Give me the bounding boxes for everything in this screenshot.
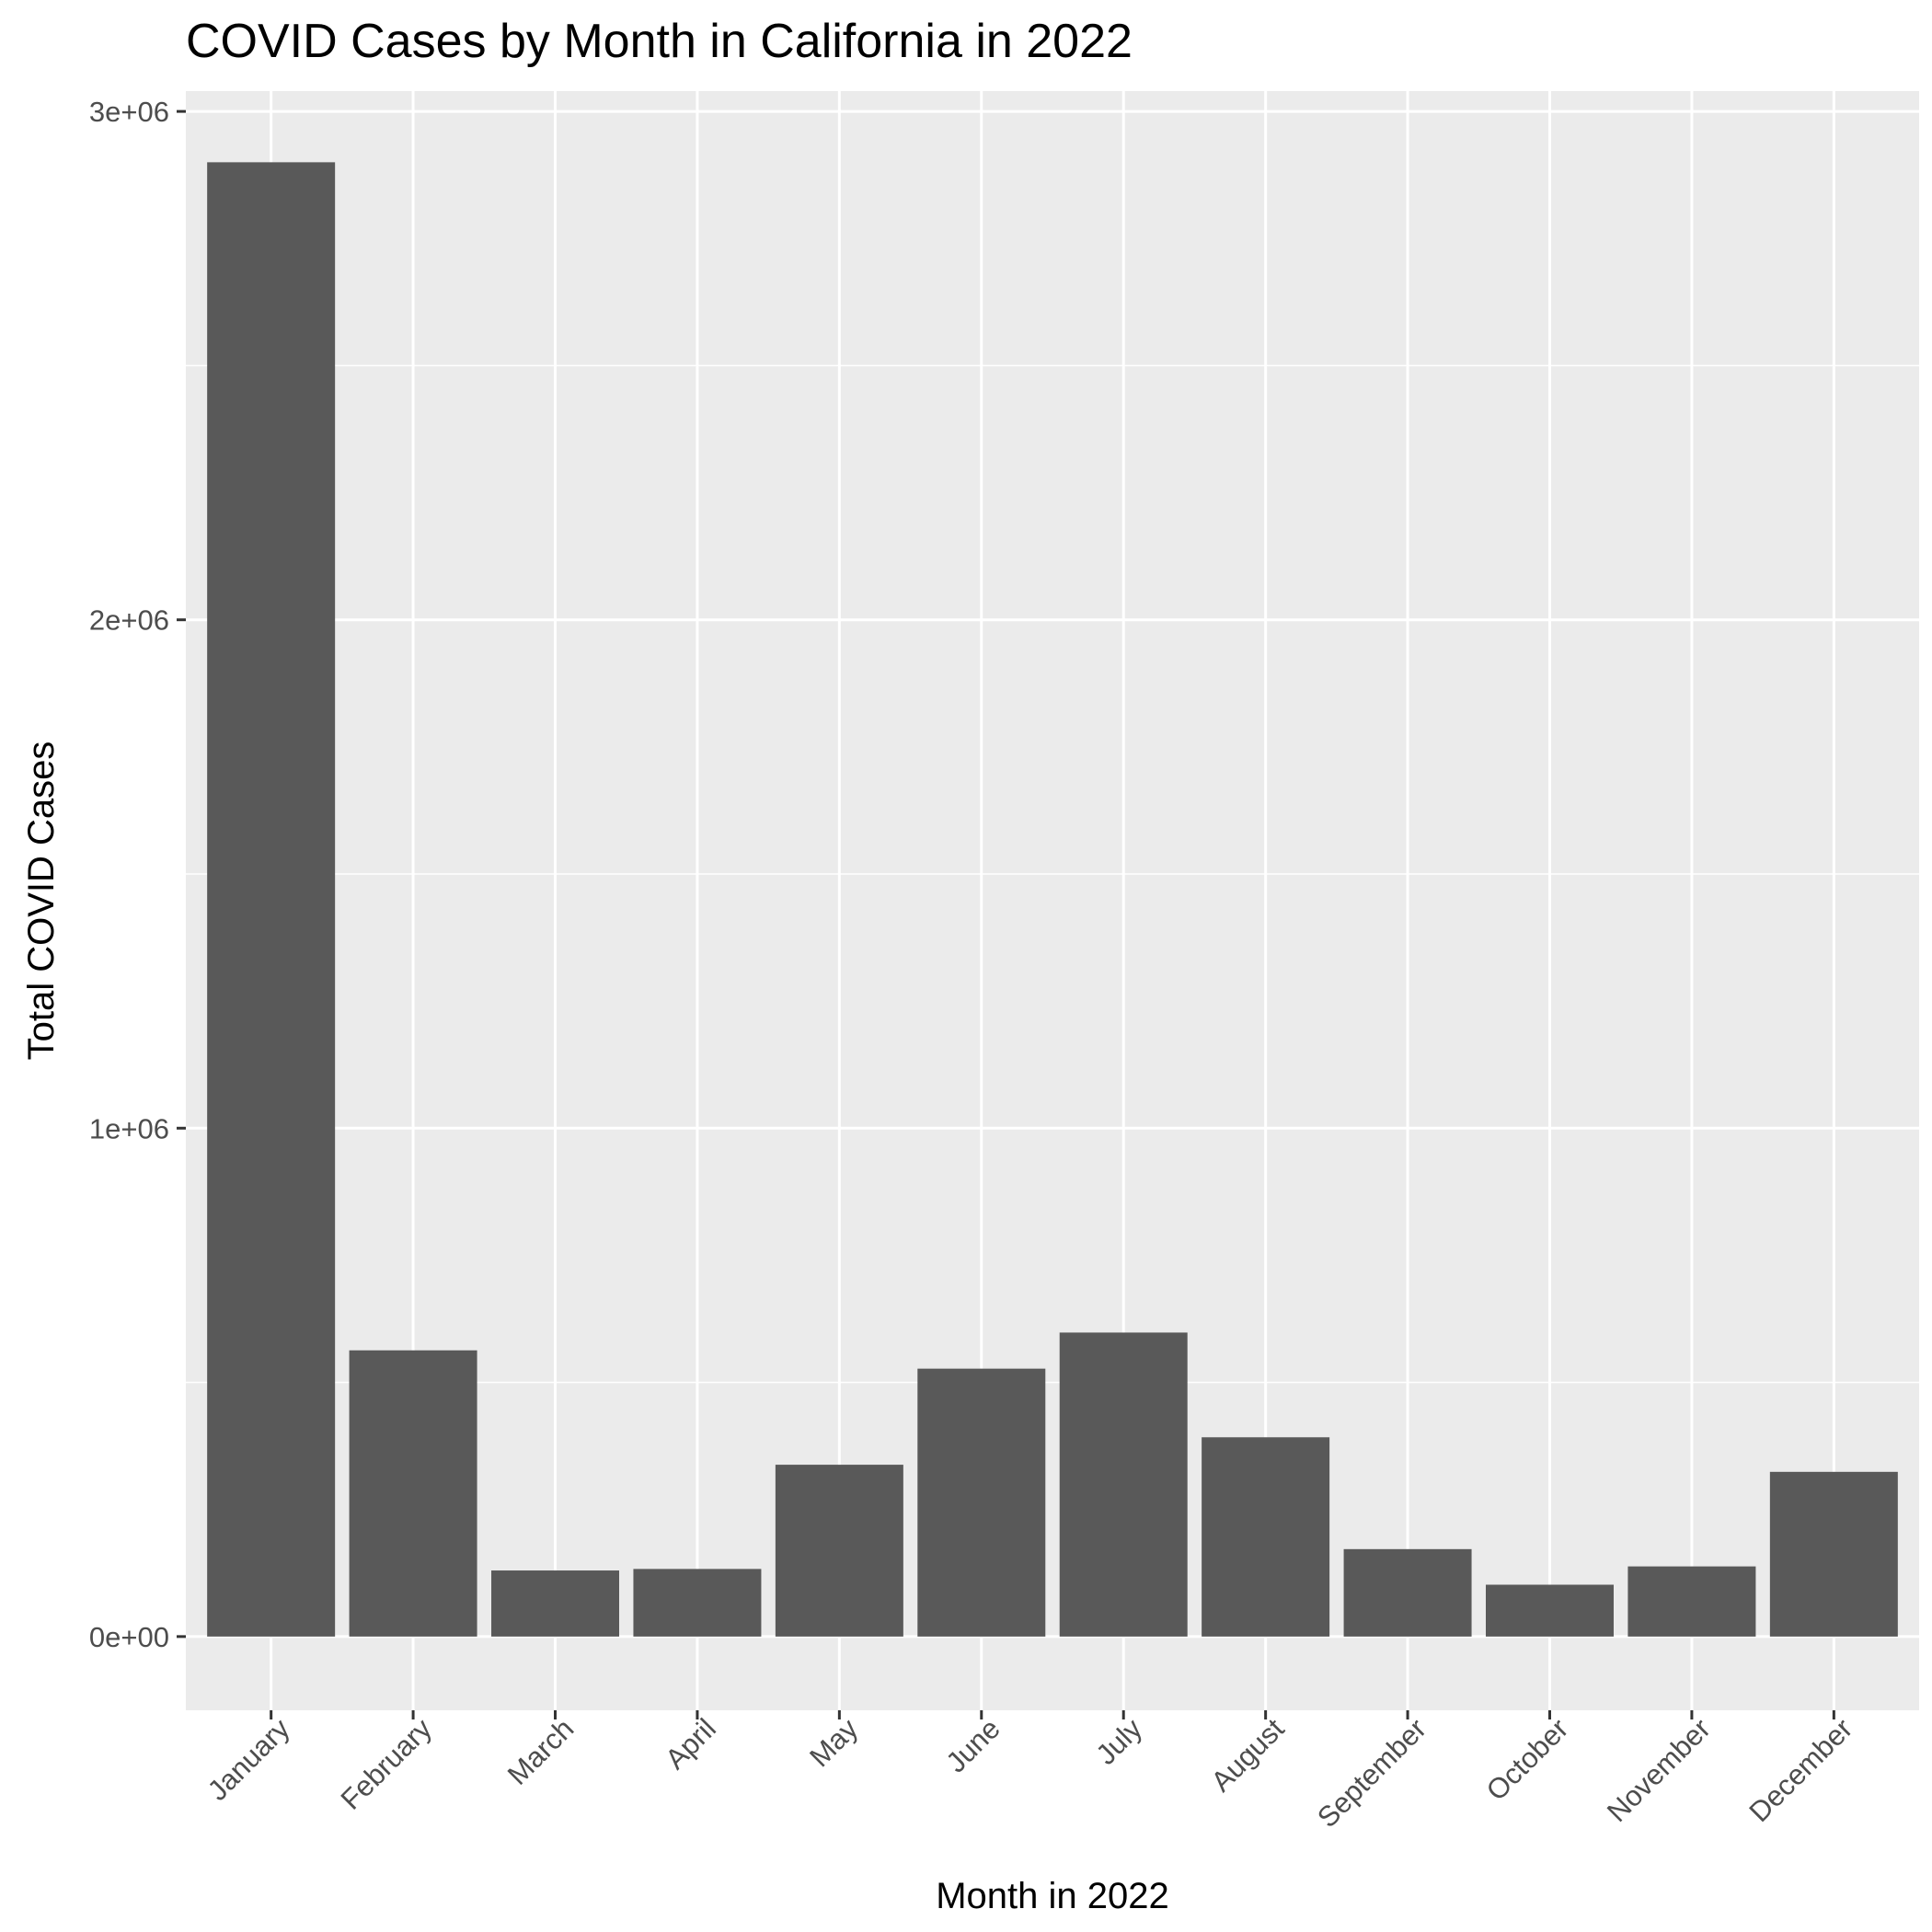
x-axis: January February March April May June July Augu… <box>201 1710 1858 1834</box>
bar-march <box>491 1570 619 1637</box>
bar-january <box>207 162 336 1637</box>
y-tick-label: 1e+06 <box>89 1112 169 1144</box>
x-tick-label: July <box>1089 1712 1148 1771</box>
y-axis-title: Total COVID Cases <box>21 742 62 1061</box>
x-tick-label: September <box>1311 1712 1432 1834</box>
x-tick-label: December <box>1742 1712 1858 1828</box>
x-tick-label: November <box>1601 1712 1717 1828</box>
y-tick-label: 2e+06 <box>89 604 169 637</box>
x-tick-label: February <box>335 1712 439 1816</box>
x-axis-title: Month in 2022 <box>936 1876 1169 1916</box>
chart-title: COVID Cases by Month in California in 20… <box>186 15 1133 68</box>
x-tick-label: March <box>501 1712 581 1791</box>
bar-august <box>1202 1437 1330 1637</box>
x-tick-label: January <box>201 1712 296 1807</box>
bar-december <box>1769 1471 1898 1637</box>
bars <box>207 162 1898 1637</box>
bar-june <box>917 1368 1046 1637</box>
x-tick-label: May <box>803 1712 865 1774</box>
x-tick-label: June <box>939 1712 1006 1778</box>
bar-october <box>1486 1584 1614 1637</box>
bar-july <box>1059 1332 1188 1637</box>
bar-may <box>775 1465 903 1637</box>
bar-september <box>1343 1548 1472 1637</box>
bar-april <box>633 1569 762 1637</box>
x-tick-label: April <box>659 1712 722 1776</box>
bar-february <box>349 1350 477 1637</box>
y-tick-label: 3e+06 <box>89 96 169 128</box>
y-axis: 0e+00 1e+06 2e+06 3e+06 <box>89 96 186 1653</box>
x-tick-label: August <box>1205 1712 1291 1798</box>
y-tick-label: 0e+00 <box>89 1621 169 1653</box>
bar-november <box>1627 1566 1756 1637</box>
x-tick-label: October <box>1480 1712 1575 1807</box>
